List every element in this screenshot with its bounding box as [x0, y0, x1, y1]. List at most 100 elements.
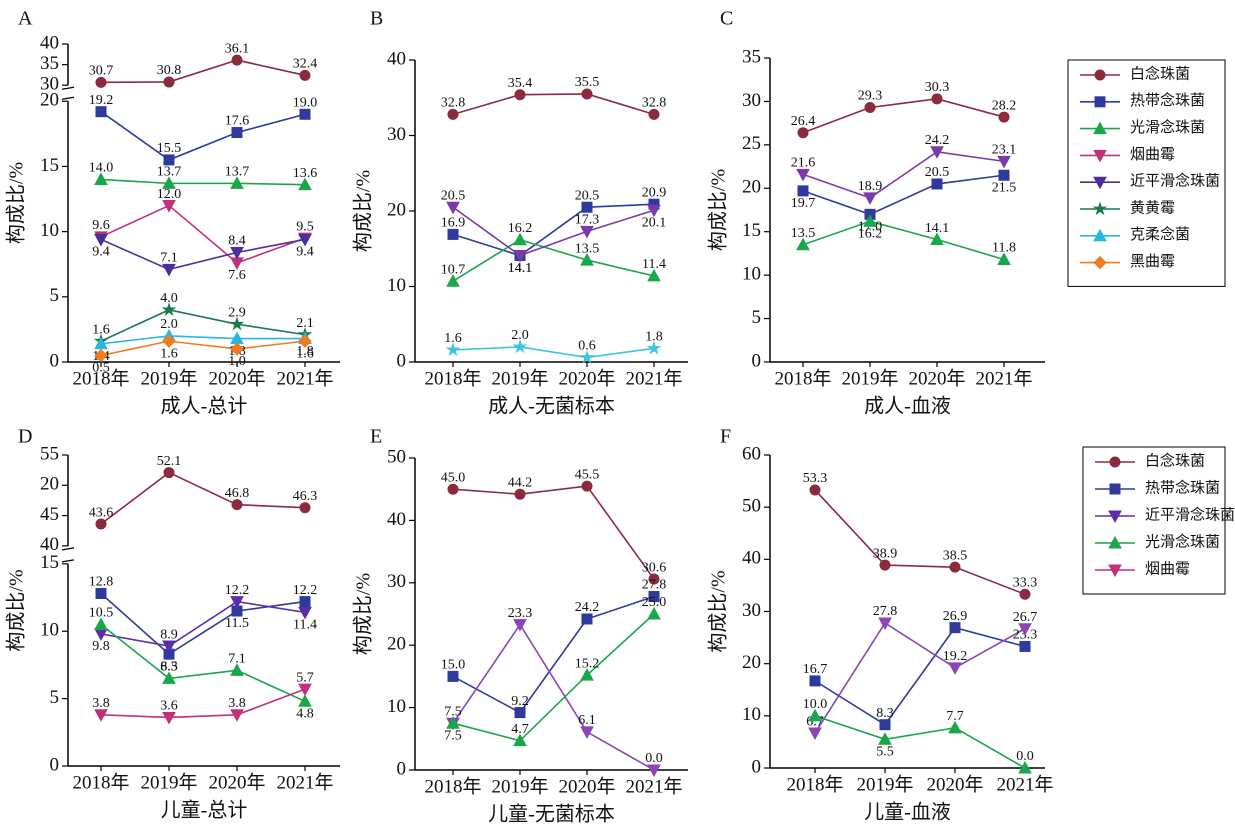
series-line: 近平滑念珠菌 — [802, 150, 1005, 199]
legend-label: 烟曲霉 — [1145, 560, 1190, 577]
value-label: 16.2 — [858, 227, 883, 242]
x-tick-label: 2021年 — [996, 773, 1053, 795]
marker — [997, 252, 1011, 266]
legend-label: 黑曲霉 — [1130, 253, 1175, 270]
marker — [445, 342, 461, 357]
value-label: 30.8 — [157, 63, 182, 78]
value-label: 7.6 — [228, 268, 246, 283]
value-label: 32.8 — [642, 96, 667, 111]
marker — [94, 336, 108, 350]
x-tick-label: 2021年 — [975, 367, 1032, 389]
value-label: 46.8 — [225, 486, 250, 501]
marker — [231, 127, 243, 139]
x-tick-label: 2021年 — [625, 367, 682, 389]
y-tick-label: 10 — [742, 704, 761, 725]
series-line: 白念珠菌 — [452, 485, 655, 580]
value-label: 12.2 — [225, 583, 250, 598]
marker — [648, 573, 660, 585]
x-axis-label: 儿童-无菌标本 — [488, 803, 615, 826]
y-tick-label: 10 — [40, 620, 59, 641]
y-tick-label: 40 — [40, 32, 59, 53]
y-tick-label: 30 — [387, 571, 406, 592]
value-label: 7.1 — [160, 251, 178, 266]
marker — [648, 108, 660, 120]
value-label: 32.4 — [293, 57, 318, 72]
marker — [94, 172, 108, 185]
x-axis-label: 成人-总计 — [161, 395, 248, 418]
marker — [513, 733, 527, 747]
x-axis-label: 成人-无菌标本 — [488, 395, 615, 418]
value-label: 9.6 — [92, 218, 110, 233]
y-tick-label: 0 — [752, 756, 762, 777]
value-label: 15.5 — [157, 141, 182, 156]
axis-break — [61, 86, 75, 90]
value-label: 6.5 — [160, 660, 178, 675]
value-label: 7.7 — [946, 709, 964, 724]
value-label: 3.6 — [160, 699, 178, 714]
marker — [1093, 121, 1107, 135]
legend-label: 光滑念珠菌 — [1145, 532, 1220, 550]
legend-label: 黄黄霉 — [1130, 199, 1175, 216]
value-label: 20.9 — [642, 185, 667, 200]
series-line: 烟曲霉 — [100, 204, 306, 264]
value-label: 0.6 — [578, 339, 596, 354]
series-line: 光滑念珠菌 — [802, 220, 1005, 261]
marker — [998, 111, 1010, 123]
y-axis-label: 构成比/% — [707, 169, 730, 251]
y-axis-label: 构成比/% — [5, 569, 28, 651]
series-line: 近平滑念珠菌 — [100, 600, 306, 647]
value-label: 7.5 — [444, 728, 462, 743]
value-label: 5.7 — [296, 670, 314, 685]
marker — [796, 168, 810, 182]
marker — [581, 201, 593, 213]
value-label: 43.6 — [89, 505, 114, 520]
value-label: 10.0 — [803, 697, 828, 712]
x-tick-label: 2018年 — [424, 775, 481, 797]
y-axis-label: 构成比/% — [352, 170, 375, 252]
y-tick-label: 30 — [742, 600, 761, 621]
y-axis-label: 构成比/% — [5, 162, 28, 244]
value-label: 17.6 — [225, 114, 250, 129]
value-label: 0.0 — [645, 751, 663, 766]
series-line: 热带念珠菌 — [452, 595, 655, 714]
value-label: 19.2 — [943, 649, 968, 664]
marker — [1018, 623, 1032, 636]
marker — [447, 108, 459, 120]
value-label: 9.8 — [92, 639, 110, 654]
series-line: 白念珠菌 — [100, 59, 306, 84]
value-label: 12.8 — [89, 575, 114, 590]
value-label: 2.0 — [511, 328, 529, 343]
x-tick-label: 2020年 — [926, 773, 983, 795]
value-label: 1.8 — [645, 330, 663, 345]
marker — [163, 467, 175, 479]
marker — [514, 488, 526, 500]
value-label: 16.7 — [803, 662, 828, 677]
marker — [1109, 483, 1121, 495]
x-tick-label: 2020年 — [208, 771, 265, 793]
marker — [1108, 535, 1122, 549]
x-axis-label: 儿童-总计 — [161, 799, 248, 822]
marker — [580, 668, 594, 681]
y-tick-label: 0 — [752, 350, 762, 371]
y-tick-label: 15 — [40, 552, 59, 573]
marker — [298, 177, 312, 191]
value-label: 11.4 — [642, 257, 666, 272]
value-label: 2.9 — [228, 305, 246, 320]
marker — [864, 102, 876, 114]
series-line: 烟曲霉 — [100, 688, 306, 719]
legend-label: 近平滑念珠菌 — [1145, 505, 1235, 523]
value-label: 3.8 — [228, 696, 246, 711]
marker — [446, 274, 460, 287]
series-line: 光滑念珠菌 — [452, 613, 655, 742]
marker — [580, 726, 594, 739]
y-tick-label: 40 — [387, 48, 406, 69]
series-line: 光滑念珠菌 — [100, 178, 306, 186]
x-axis-label: 成人-血液 — [864, 395, 951, 418]
marker — [808, 708, 822, 722]
value-label: 27.8 — [873, 604, 898, 619]
marker — [646, 340, 662, 355]
x-tick-label: 2020年 — [558, 775, 615, 797]
marker — [1093, 149, 1107, 163]
value-label: 10.5 — [89, 606, 114, 621]
y-tick-label: 0 — [50, 754, 60, 775]
